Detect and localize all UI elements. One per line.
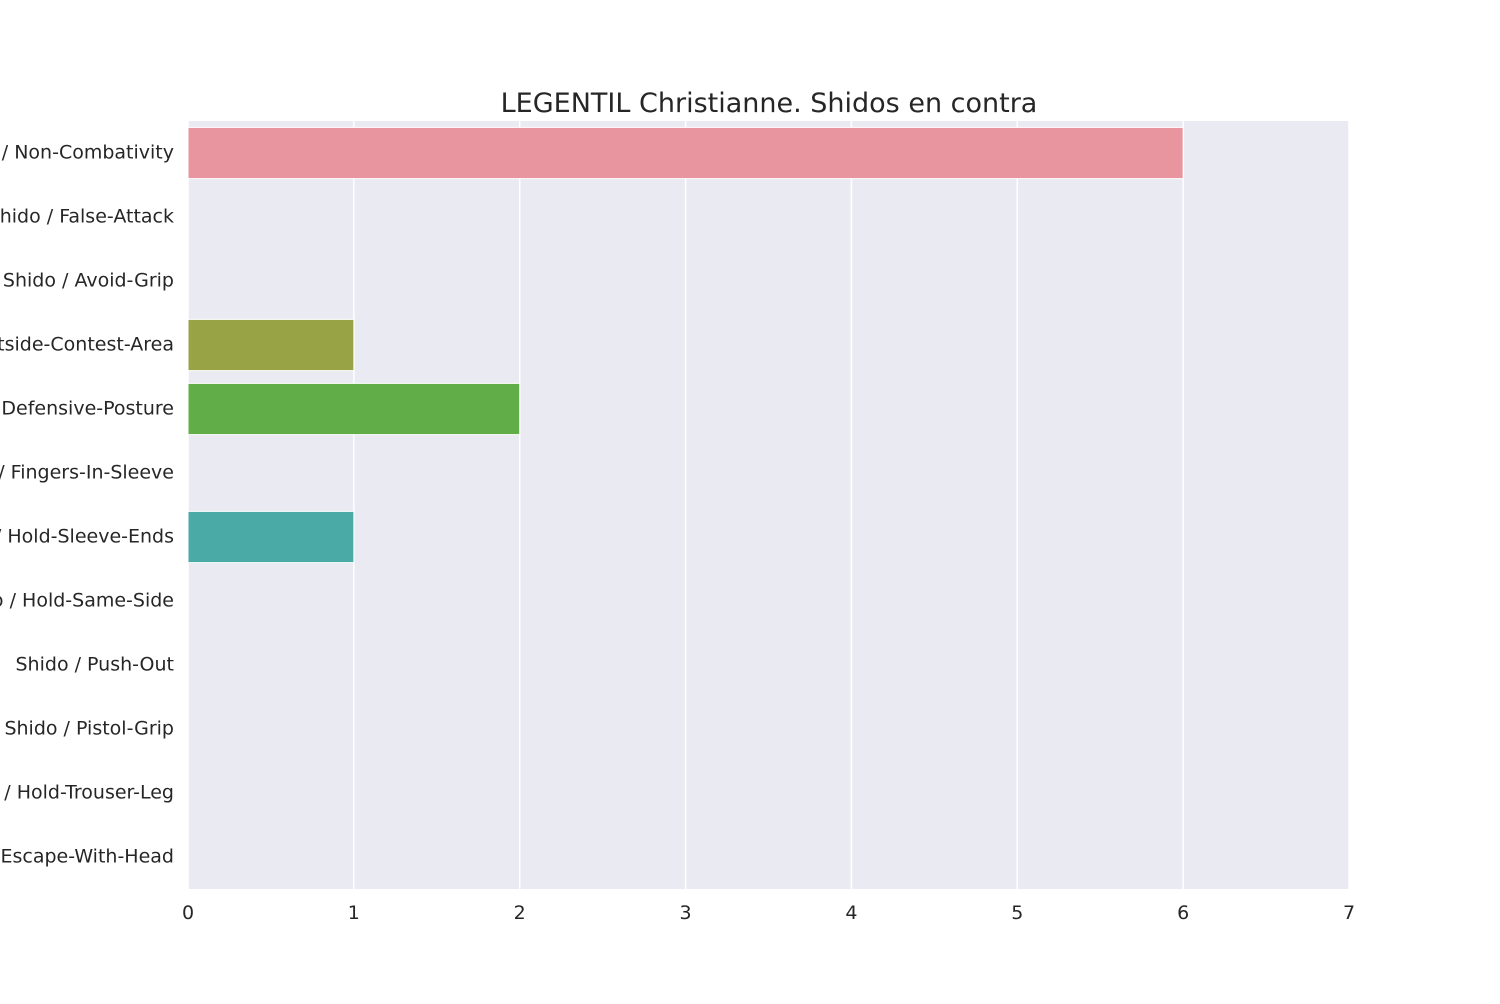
x-tick-label: 3 [680,902,692,924]
y-tick-label: Shido / Outside-Contest-Area [0,334,174,356]
x-tick-label: 2 [514,902,526,924]
bar-4 [187,318,355,372]
plot-area: Shido / Non-Combativity Shido / False-Att… [0,121,1355,924]
y-tick-label: Shido / Defensive-Posture [0,398,174,420]
bar-1 [187,126,1184,180]
y-tick-label: Shido / Fingers-In-Sleeve [0,462,174,484]
y-tick-label: Shido / Pistol-Grip [4,718,174,740]
y-tick-label: Shido / Hold-Same-Side [0,590,174,612]
x-tick-label: 7 [1343,902,1355,924]
x-tick-label: 1 [348,902,360,924]
x-tick-label: 5 [1011,902,1023,924]
x-tick-label: 6 [1177,902,1189,924]
y-tick-label: Shido / False-Attack [0,206,174,228]
bar-5 [187,382,521,436]
y-tick-label: Shido / Non-Combativity [0,142,174,164]
y-tick-label: Shido / Push-Out [16,654,175,676]
chart-title: LEGENTIL Christianne. Shidos en contra [501,88,1038,119]
bar-7 [187,510,355,564]
y-tick-label: Shido / Hold-Trouser-Leg [0,782,174,804]
y-tick-label: Shido / Escape-With-Head [0,846,174,868]
x-tick-label: 4 [845,902,857,924]
plot-background [188,121,1349,889]
x-tick-label: 0 [182,902,194,924]
y-tick-label: Shido / Avoid-Grip [3,270,174,292]
y-tick-label: Shido / Hold-Sleeve-Ends [0,526,174,548]
